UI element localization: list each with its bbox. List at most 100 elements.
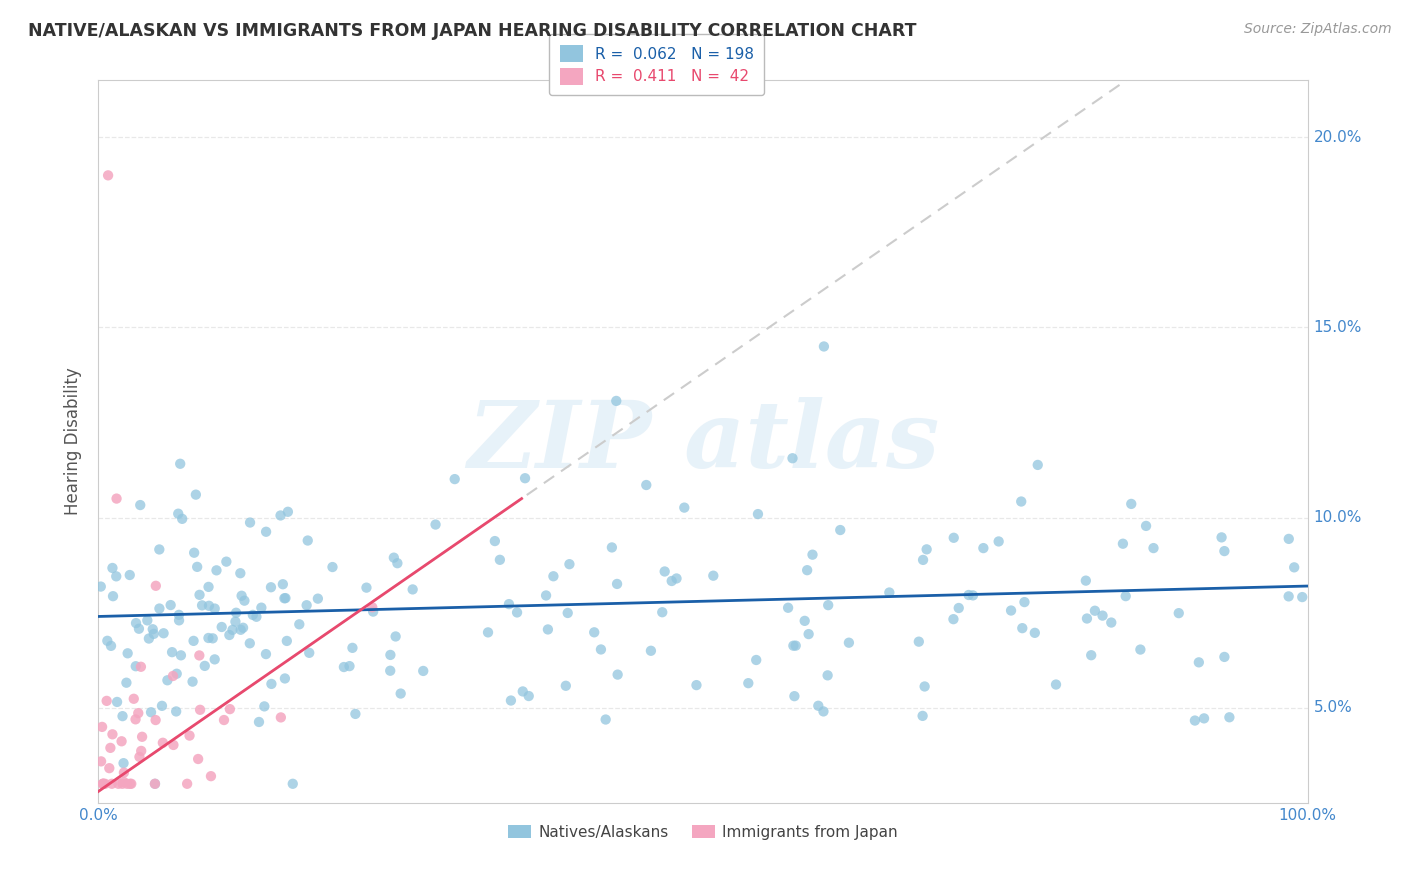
Point <box>125 659 148 673</box>
Point <box>661 574 683 588</box>
Point <box>145 713 167 727</box>
Point <box>1026 458 1049 472</box>
Point <box>1213 649 1236 664</box>
Point <box>914 680 936 694</box>
Point <box>128 750 150 764</box>
Point <box>136 613 159 627</box>
Point <box>101 561 124 575</box>
Point <box>229 623 252 637</box>
Point <box>112 765 135 780</box>
Point <box>239 636 262 650</box>
Point <box>665 572 688 586</box>
Point <box>1084 604 1107 618</box>
Point <box>91 777 114 791</box>
Point <box>1000 603 1022 617</box>
Point <box>250 600 273 615</box>
Point <box>105 569 128 583</box>
Point <box>122 691 145 706</box>
Legend: Natives/Alaskans, Immigrants from Japan: Natives/Alaskans, Immigrants from Japan <box>502 819 904 846</box>
Point <box>1188 656 1211 670</box>
Point <box>107 777 129 791</box>
Point <box>737 676 759 690</box>
Point <box>172 512 194 526</box>
Point <box>813 705 835 719</box>
Point <box>143 777 166 791</box>
Point <box>219 702 242 716</box>
Point <box>218 628 240 642</box>
Point <box>242 607 264 622</box>
Point <box>129 744 152 758</box>
Point <box>90 580 112 594</box>
Point <box>297 533 319 548</box>
Point <box>204 652 226 666</box>
Point <box>224 615 246 629</box>
Text: NATIVE/ALASKAN VS IMMIGRANTS FROM JAPAN HEARING DISABILITY CORRELATION CHART: NATIVE/ALASKAN VS IMMIGRANTS FROM JAPAN … <box>28 22 917 40</box>
Text: Source: ZipAtlas.com: Source: ZipAtlas.com <box>1244 22 1392 37</box>
Point <box>288 617 311 632</box>
Point <box>778 600 800 615</box>
Point <box>557 606 579 620</box>
Point <box>498 597 520 611</box>
Point <box>1024 625 1046 640</box>
Point <box>1184 714 1206 728</box>
Point <box>145 579 167 593</box>
Point <box>221 623 243 637</box>
Point <box>606 667 628 681</box>
Point <box>101 777 124 791</box>
Point <box>1218 710 1240 724</box>
Point <box>942 531 965 545</box>
Point <box>389 687 412 701</box>
Point <box>654 565 676 579</box>
Point <box>443 472 465 486</box>
Point <box>782 639 804 653</box>
Point <box>1010 494 1032 508</box>
Point <box>253 699 276 714</box>
Point <box>477 625 499 640</box>
Point <box>1129 642 1152 657</box>
Point <box>156 673 179 688</box>
Point <box>785 639 807 653</box>
Point <box>554 679 576 693</box>
Point <box>97 169 120 183</box>
Point <box>506 606 529 620</box>
Point <box>200 769 222 783</box>
Point <box>91 777 114 791</box>
Point <box>152 736 174 750</box>
Point <box>972 541 994 555</box>
Point <box>274 672 297 686</box>
Point <box>215 555 238 569</box>
Point <box>184 488 207 502</box>
Point <box>117 646 139 660</box>
Point <box>91 720 114 734</box>
Point <box>232 621 254 635</box>
Point <box>361 600 384 615</box>
Point <box>101 589 124 603</box>
Point <box>1115 589 1137 603</box>
Point <box>605 393 627 408</box>
Point <box>188 648 211 663</box>
Point <box>229 566 252 581</box>
Point <box>298 646 321 660</box>
Point <box>1192 711 1215 725</box>
Point <box>558 557 581 571</box>
Point <box>115 675 138 690</box>
Text: 15.0%: 15.0% <box>1313 320 1362 335</box>
Point <box>801 548 824 562</box>
Point <box>142 627 165 641</box>
Point <box>105 491 128 506</box>
Point <box>187 752 209 766</box>
Point <box>204 601 226 615</box>
Point <box>1213 544 1236 558</box>
Point <box>636 478 658 492</box>
Point <box>254 647 277 661</box>
Point <box>159 598 181 612</box>
Point <box>1011 621 1033 635</box>
Point <box>96 694 118 708</box>
Point <box>307 591 329 606</box>
Point <box>111 777 134 791</box>
Point <box>128 622 150 636</box>
Point <box>879 585 901 599</box>
Point <box>583 625 606 640</box>
Point <box>186 560 208 574</box>
Point <box>401 582 423 597</box>
